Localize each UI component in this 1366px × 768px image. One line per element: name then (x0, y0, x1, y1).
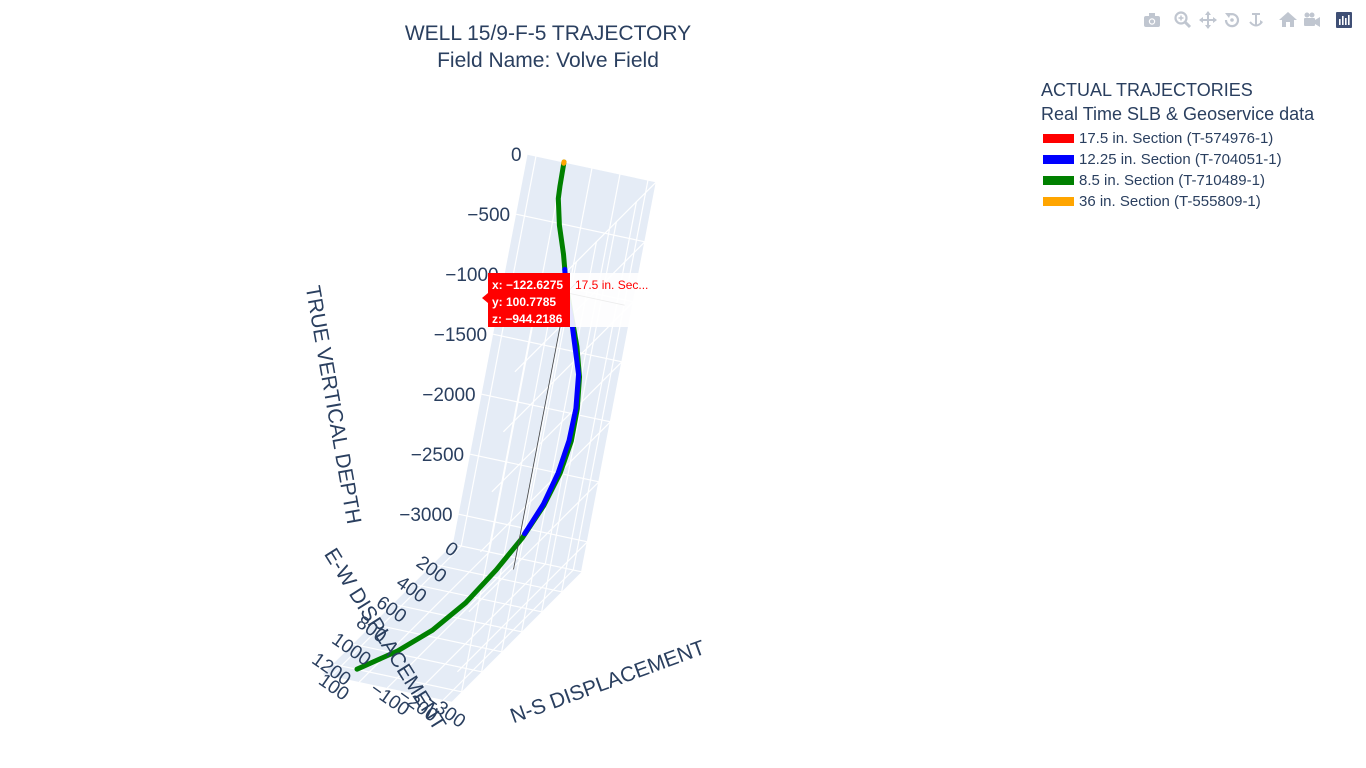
grid-line-ns (460, 155, 537, 547)
legend-item-label: 8.5 in. Section (T-710489-1) (1079, 172, 1265, 189)
z-tick-label: −1500 (434, 325, 487, 346)
grid-line-ew (481, 281, 557, 672)
grid-line-ns (330, 545, 462, 677)
legend-subtitle: Real Time SLB & Geoservice data (1041, 104, 1315, 124)
grid-line-ns (516, 167, 593, 559)
reset-camera-icon[interactable] (1278, 10, 1298, 30)
legend: ACTUAL TRAJECTORIES Real Time SLB & Geos… (1041, 78, 1361, 212)
grid-line-ew (432, 563, 562, 593)
grid-line-ew (372, 623, 502, 653)
legend-item-label: 17.5 in. Section (T-574976-1) (1079, 130, 1274, 147)
legend-swatch-blue (1043, 155, 1074, 164)
legend-item-36-section[interactable]: 36 in. Section (T-555809-1) (1041, 191, 1361, 212)
zoom-icon[interactable] (1173, 10, 1193, 30)
legend-item-12-25-section[interactable]: 12.25 in. Section (T-704051-1) (1041, 149, 1361, 170)
grid-line-ns (442, 569, 574, 701)
grid-line-depth (456, 541, 588, 673)
spike-line-vertical (513, 292, 567, 570)
legend-item-label: 36 in. Section (T-555809-1) (1079, 193, 1261, 210)
grid-line-ns (488, 161, 565, 553)
hover-x-value: x: −122.6275 (492, 278, 563, 292)
legend-swatch-green (1043, 176, 1074, 185)
legend-item-label: 12.25 in. Section (T-704051-1) (1079, 151, 1282, 168)
grid-line-ns (544, 173, 621, 565)
z-tick-label: −2500 (411, 445, 464, 466)
legend-title: ACTUAL TRAJECTORIES (1041, 80, 1253, 100)
z-tick-label: −3000 (399, 505, 452, 526)
grid-line-ew (452, 543, 582, 573)
hover-box (482, 273, 570, 327)
legend-swatch-orange (1043, 197, 1074, 206)
camera-view-icon[interactable] (1302, 10, 1322, 30)
legend-swatch-red (1043, 134, 1074, 143)
hover-tooltip: x: −122.6275 y: 100.7785 z: −944.2186 17… (482, 273, 656, 327)
grid-line-ew (461, 301, 537, 692)
grid-line-depth (468, 481, 600, 613)
grid-line-depth (491, 361, 623, 493)
z-tick-label: −500 (467, 205, 510, 226)
chart-title-line1: WELL 15/9-F-5 TRAJECTORY (404, 22, 692, 45)
chart-subtitle: Field Name: Volve Field (437, 49, 659, 72)
pan-icon[interactable] (1198, 10, 1218, 30)
legend-item-8-5-section[interactable]: 8.5 in. Section (T-710489-1) (1041, 170, 1361, 191)
grid-line-depth (479, 421, 611, 553)
grid-line-ns (414, 563, 546, 695)
z-axis-title: TRUE VERTICAL DEPTH (301, 284, 366, 526)
grid-line-ew (352, 643, 482, 673)
hover-series-name: 17.5 in. Sec... (575, 278, 648, 292)
grid-line-ew (561, 201, 637, 592)
hover-name-box (570, 273, 656, 327)
z-tick-label: 0 (511, 145, 522, 166)
grid-line-ew (332, 663, 462, 693)
grid-line-ew (412, 583, 542, 613)
chart-title: WELL 15/9-F-5 TRAJECTORY Field Name: Vol… (348, 20, 748, 74)
x-axis-title: N-S DISPLACEMENT (507, 636, 708, 728)
hover-z-value: z: −944.2186 (492, 312, 563, 326)
grid-line-ew (392, 603, 522, 633)
grid-line-ew (581, 181, 657, 572)
grid-line-ns (386, 557, 518, 689)
hover-y-value: y: 100.7785 (492, 295, 556, 309)
legend-item-17-5-section[interactable]: 17.5 in. Section (T-574976-1) (1041, 128, 1361, 149)
camera-icon[interactable] (1142, 10, 1162, 30)
z-tick-label: −2000 (422, 385, 475, 406)
turntable-rotation-icon[interactable] (1246, 10, 1266, 30)
orbit-rotation-icon[interactable] (1222, 10, 1242, 30)
z-tick-label: −1000 (445, 265, 498, 286)
plotly-logo-icon[interactable] (1334, 10, 1354, 30)
grid-line-ns (572, 179, 649, 571)
